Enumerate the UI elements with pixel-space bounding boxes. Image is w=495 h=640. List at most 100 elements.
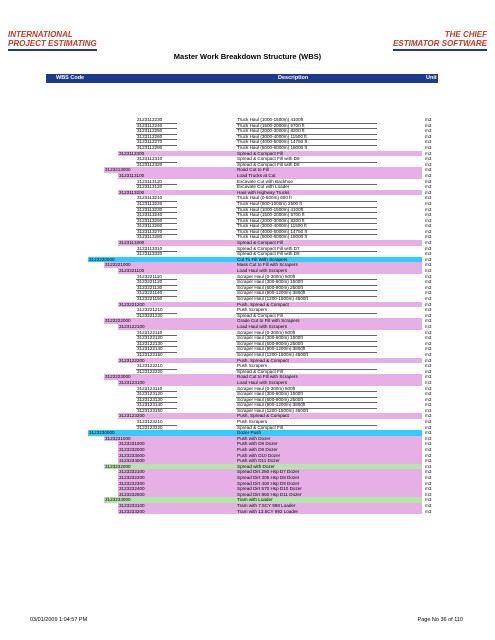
wbs-description: Grade Cut to Fill with Scrapers (236, 318, 422, 324)
wbs-unit: m3 (425, 374, 432, 380)
wbs-unit: m3 (425, 217, 432, 223)
table-row: 3123112270 Truck Haul (4000-5000m) 14750 … (46, 139, 438, 146)
wbs-description: Spread & Compact Fill (236, 150, 422, 157)
table-row: 3123232400 Spread Dirt 570 Hsp D10 Dozer m… (46, 486, 438, 492)
table-row: 3123122130 Scraper Haul (600-900m) 2500ft… (46, 341, 438, 348)
table-row: 3123113100 Load Trucks at Cut m3 (46, 172, 438, 179)
wbs-code: 3123122110 (136, 330, 177, 337)
wbs-unit: m3 (425, 385, 432, 391)
wbs-description: Truck Haul (0-500m) 600 ft (236, 195, 377, 202)
wbs-description: Scraper Haul (300-600m) 1500ft (236, 279, 377, 286)
wbs-code: 3123223000 (104, 374, 237, 380)
wbs-unit: m3 (425, 402, 432, 408)
wbs-description: Spread Dirt 400 Hsp D9 Dozer (236, 480, 422, 487)
wbs-code: 3123112260 (136, 134, 177, 141)
wbs-description: Spread Dirt 850 Hsp D11 Dozer (236, 491, 422, 498)
wbs-unit: m3 (425, 178, 432, 184)
wbs-code: 3123233000 (104, 497, 237, 503)
wbs-unit: m3 (425, 435, 432, 441)
wbs-code: 3123221130 (136, 285, 177, 292)
table-row: 3123122210 Push Scrapers m3 (46, 363, 438, 370)
wbs-unit: m3 (425, 396, 432, 402)
wbs-unit: m3 (425, 279, 432, 285)
wbs-unit: m3 (425, 122, 432, 128)
wbs-unit: m3 (425, 172, 432, 178)
wbs-unit: m3 (425, 335, 432, 341)
wbs-unit: m3 (425, 307, 432, 313)
wbs-code: 3123122210 (136, 363, 177, 370)
wbs-unit: m3 (425, 441, 432, 447)
wbs-code: 3123230000 (88, 430, 237, 436)
table-row: 3123123110 Scraper Haul (0-300m) 500ft m3 (46, 385, 438, 393)
wbs-unit: m3 (425, 156, 432, 162)
wbs-unit: m3 (425, 346, 432, 352)
wbs-description: Road Cut to Fill (236, 167, 422, 173)
wbs-code: 3123122140 (136, 346, 177, 353)
wbs-unit: m3 (425, 144, 432, 150)
wbs-unit: m3 (425, 150, 432, 156)
wbs-description: Spread Dirt 305 Hsp D8 Dozer (236, 475, 422, 481)
wbs-code: 3123232000 (104, 463, 237, 470)
wbs-code: 3123233000 (118, 452, 237, 459)
wbs-code: 3123123110 (136, 386, 177, 393)
wbs-unit: m3 (425, 463, 432, 469)
table-row: 3123123130 Scraper Haul (600-900m) 2500ft… (46, 396, 438, 404)
column-header-code: WBS Code (56, 75, 85, 81)
wbs-table-body: 3123112230 Truck Haul (1000-1500m) 4100ft… (46, 117, 438, 515)
wbs-code: 3123123130 (136, 397, 177, 404)
wbs-unit: m3 (425, 296, 432, 301)
wbs-description: Scraper Haul (900-1200m) 3800ft (236, 290, 377, 297)
wbs-description: Truck Haul (1500-2000m) 5700 ft (236, 123, 377, 130)
table-row: 3123231000 Push with D8 Dozer m3 (46, 441, 438, 448)
wbs-code: 3123123210 (136, 419, 177, 426)
wbs-unit: m3 (425, 268, 432, 274)
wbs-description: Push, Spread & Compact (236, 357, 422, 364)
wbs-code: 3123113310 (136, 246, 177, 253)
wbs-description: Scraper Haul (600-900m) 2500ft (236, 341, 377, 348)
wbs-code: 3123213000 (104, 167, 237, 173)
wbs-code: 3123113210 (136, 195, 177, 202)
wbs-description: Truck Haul (3000-4000m) 11500 ft (236, 223, 377, 230)
wbs-description: Push, Spread & Compact (236, 413, 422, 420)
wbs-unit: m3 (425, 240, 432, 246)
international-project-estimating-logo: INTERNATIONAL PROJECT ESTIMATING (8, 30, 97, 51)
table-row: 3123232300 Spread Dirt 400 Hsp D9 Dozer m3 (46, 480, 438, 487)
wbs-unit: m3 (425, 502, 432, 508)
wbs-code: 3123112300 (118, 150, 237, 157)
wbs-description: Spread Dirt 570 Hsp D10 Dozer (236, 486, 422, 492)
wbs-description: Spread with Dozer (236, 463, 422, 470)
wbs-unit: m3 (425, 290, 432, 296)
wbs-code: 3123113220 (136, 201, 177, 208)
table-row: 3123233000 Tram with Loader m3 (46, 497, 438, 503)
wbs-code: 3123232000 (118, 447, 237, 453)
wbs-unit: m3 (425, 458, 432, 464)
wbs-unit: m3 (425, 469, 432, 475)
table-row: 3123234000 Push with D11 Dozer m3 (46, 458, 438, 464)
wbs-code: 3123113230 (136, 207, 177, 214)
table-row: 3123221100 Load Haul with Scrapers m3 (46, 268, 438, 274)
wbs-code: 3123222000 (104, 318, 237, 324)
table-row: 3123112230 Truck Haul (1000-1500m) 4100ft… (46, 117, 438, 124)
wbs-code: 3123232200 (118, 475, 237, 481)
wbs-description: Scraper Haul (0-300m) 500ft (236, 274, 377, 281)
wbs-description: Truck Haul (1500-2000m) 5700 ft (236, 212, 377, 219)
wbs-description: Truck Haul (1000-1500m) 4100ft (236, 117, 377, 124)
wbs-code: 3123122130 (136, 341, 177, 348)
wbs-code: 3123123200 (118, 413, 237, 420)
wbs-description: Scraper Haul (300-600m) 1500ft (236, 391, 377, 398)
wbs-description: Spread & Compact Fill with D7 (236, 246, 377, 253)
table-row: 3123230000 Dozer Push m3 (46, 430, 438, 436)
table-row: 3123113300 Spread & Compact Fill m3 (46, 240, 438, 246)
wbs-unit: m3 (425, 329, 432, 335)
wbs-code: 3123123120 (136, 391, 177, 398)
wbs-code: 3123112270 (136, 139, 177, 146)
wbs-unit: m3 (425, 486, 432, 492)
table-row: 3123113260 Truck Haul (3000-4000m) 11500 … (46, 223, 438, 230)
table-header: WBS Code Description Unit (46, 74, 438, 83)
table-row: 3123113240 Truck Haul (1500-2000m) 5700 f… (46, 212, 438, 219)
wbs-description: Spread & Compact Fill (236, 240, 422, 246)
wbs-description: Truck Haul (2000-3000m) 8200 ft (236, 218, 377, 225)
wbs-description: Truck Haul (2000-3000m) 8200 ft (236, 128, 377, 135)
table-row: 3123223000 Road Cut to Fill with Scrapers… (46, 374, 438, 380)
wbs-description: Road Cut to Fill with Scrapers (236, 374, 422, 380)
